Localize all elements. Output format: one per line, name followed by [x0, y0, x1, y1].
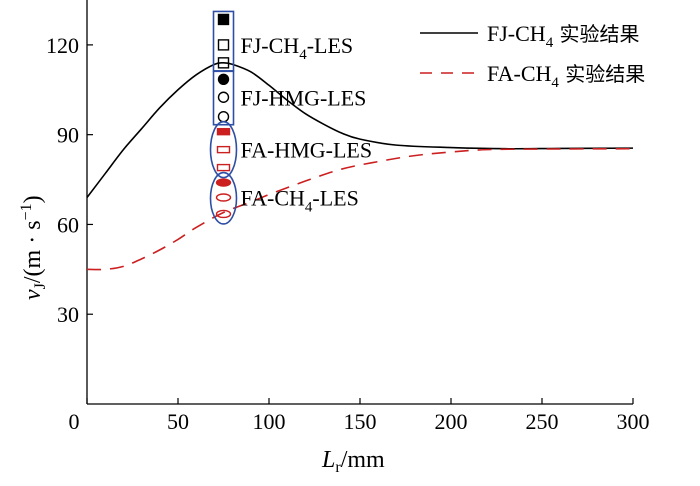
series-line-0 [86, 61, 634, 198]
label-main: FJ-HMG-LES [241, 85, 367, 110]
xlabel-unit: /mm [341, 447, 385, 473]
ylabel-end: ) [20, 195, 46, 203]
ylabel-sub: J [32, 283, 49, 289]
circle-marker [217, 73, 230, 86]
group-box [212, 70, 235, 126]
x-axis-label: Lr/mm [321, 447, 385, 476]
rect-marker [216, 163, 231, 172]
series [86, 61, 634, 271]
group-label: FJ-CH4-LES [241, 33, 354, 63]
x-tick-label: 100 [253, 409, 286, 434]
x-tick-label: 50 [167, 409, 189, 434]
x-tick-label: 300 [617, 409, 650, 434]
y-tick-label: 30 [57, 302, 79, 327]
label-end: -LES [312, 186, 358, 211]
ylabel-unit: /(m · s [20, 220, 46, 283]
group-label: FA-CH4-LES [241, 186, 359, 216]
x-tick-label: 200 [435, 409, 468, 434]
x-tick-label: 150 [344, 409, 377, 434]
x-tick-label: 0 [69, 409, 80, 434]
ylabel-var: v [20, 289, 46, 300]
legend-label: FA-CH4 实验结果 [487, 61, 645, 91]
xlabel-var: L [321, 447, 335, 473]
axes: 0 50 100 150 200 250 300 30 60 90 120 [46, 0, 650, 434]
label-main: FA-CH [241, 186, 305, 211]
rect-marker [216, 127, 231, 136]
ellipse-marker [215, 178, 232, 187]
square-marker [217, 13, 230, 26]
legend-sub: 4 [546, 35, 554, 51]
circle-marker [217, 91, 230, 103]
x-tick-label: 250 [526, 409, 559, 434]
group-label: FA-HMG-LES [241, 138, 373, 163]
legend-cn: 实验结果 [553, 22, 639, 46]
ylabel-sup: −1 [18, 203, 35, 220]
square-marker [217, 39, 230, 51]
ellipse-marker [215, 209, 232, 219]
series-line-1 [86, 147, 634, 271]
xlabel-sub: r [335, 459, 341, 476]
label-sub: 4 [299, 47, 307, 63]
label-end: -LES [307, 33, 353, 58]
circle-marker [217, 111, 230, 123]
label-main: FJ-CH [241, 33, 300, 58]
rect-marker [216, 145, 231, 154]
square-marker [217, 57, 230, 69]
legend-main: FJ-CH [487, 21, 546, 46]
legend-sub: 4 [551, 75, 559, 91]
legend-label: FJ-CH4 实验结果 [487, 21, 640, 51]
group-label: FJ-HMG-LES [241, 85, 367, 110]
axis-labels: Lr/mm vJ/(m · s−1) [18, 195, 385, 476]
group-box [209, 120, 238, 179]
label-main: FA-HMG-LES [241, 138, 373, 163]
ellipse-marker [215, 193, 232, 202]
legend-main: FA-CH [487, 61, 551, 86]
y-axis-label: vJ/(m · s−1) [18, 195, 49, 300]
y-tick-label: 120 [46, 33, 79, 58]
y-tick-label: 60 [57, 212, 79, 237]
legend-cn: 实验结果 [559, 62, 645, 86]
y-tick-label: 90 [57, 123, 79, 148]
label-sub: 4 [305, 200, 313, 216]
group-box [209, 171, 238, 225]
